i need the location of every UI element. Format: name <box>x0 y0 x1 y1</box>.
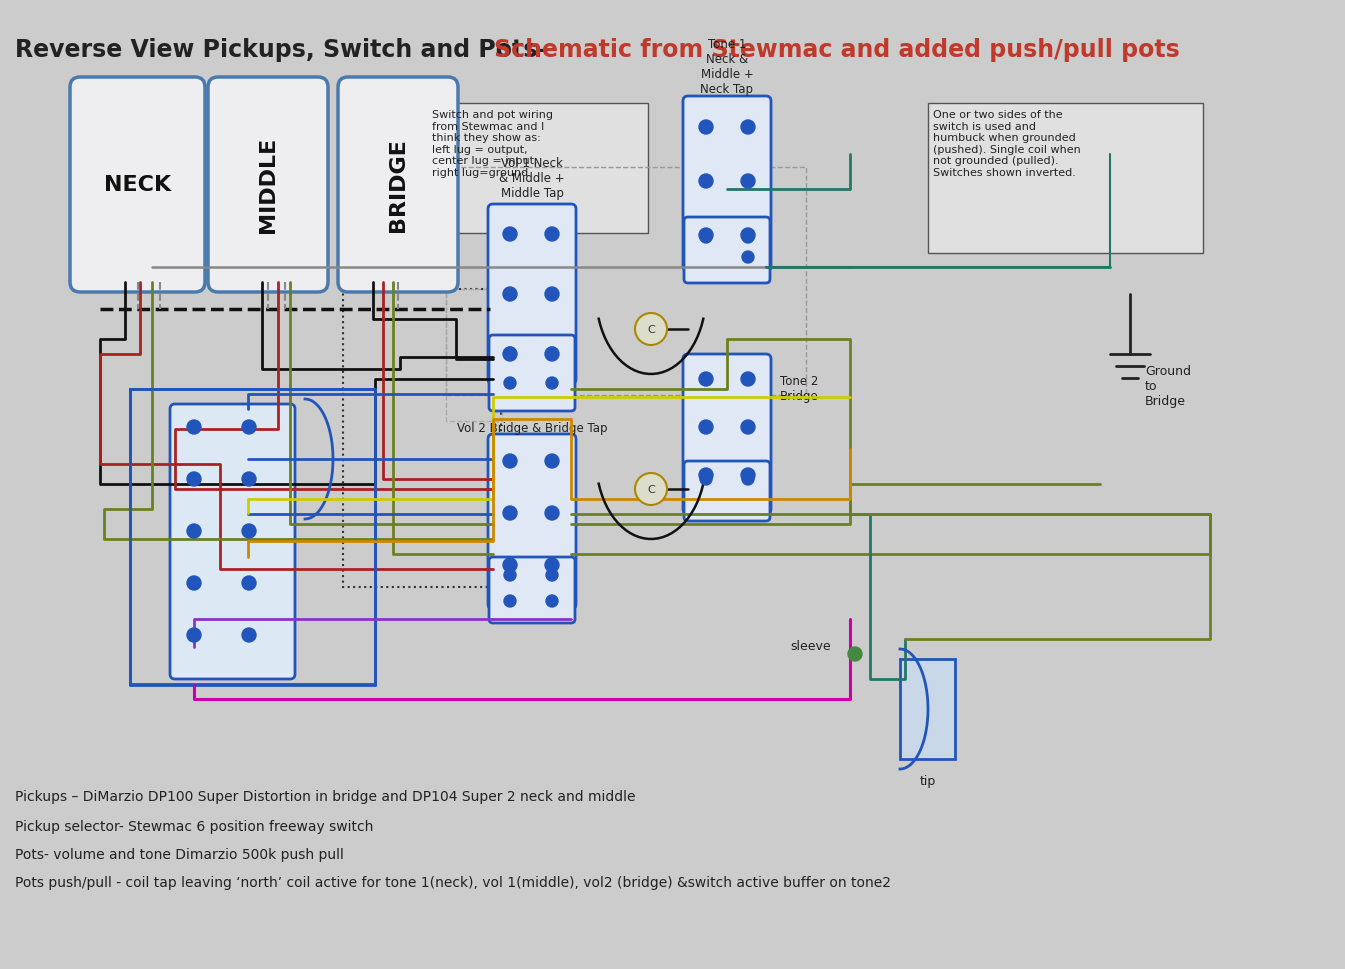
Circle shape <box>242 473 256 486</box>
Circle shape <box>504 378 516 390</box>
Circle shape <box>635 474 667 506</box>
Circle shape <box>847 647 862 661</box>
FancyBboxPatch shape <box>490 557 576 623</box>
Text: MIDDLE: MIDDLE <box>258 137 278 233</box>
Text: Tone 1
Neck &
Middle +
Neck Tap: Tone 1 Neck & Middle + Neck Tap <box>701 38 753 96</box>
Circle shape <box>545 348 560 361</box>
Text: Tone 2
Bridge: Tone 2 Bridge <box>780 375 819 402</box>
Bar <box>343 290 500 587</box>
FancyBboxPatch shape <box>490 335 576 412</box>
Circle shape <box>503 288 516 301</box>
Bar <box>426 104 648 234</box>
FancyBboxPatch shape <box>208 78 328 293</box>
Text: Reverse View Pickups, Switch and Pots-: Reverse View Pickups, Switch and Pots- <box>15 38 555 62</box>
Text: sleeve: sleeve <box>790 640 831 652</box>
FancyBboxPatch shape <box>683 97 771 271</box>
Circle shape <box>545 507 560 520</box>
Text: Switch and pot wiring
from Stewmac and I
think they show as:
left lug = output,
: Switch and pot wiring from Stewmac and I… <box>432 109 553 178</box>
Bar <box>447 290 502 422</box>
Bar <box>928 104 1202 254</box>
Circle shape <box>546 595 558 608</box>
Circle shape <box>504 595 516 608</box>
Circle shape <box>741 121 755 135</box>
Circle shape <box>242 524 256 539</box>
Circle shape <box>699 469 713 483</box>
Text: Schematic from Stewmac and added push/pull pots: Schematic from Stewmac and added push/pu… <box>494 38 1180 62</box>
Text: Ground
to
Bridge: Ground to Bridge <box>1145 364 1192 408</box>
Circle shape <box>741 373 755 387</box>
FancyBboxPatch shape <box>685 461 769 521</box>
Circle shape <box>546 348 558 359</box>
Circle shape <box>546 378 558 390</box>
Circle shape <box>699 121 713 135</box>
Text: Pickup selector- Stewmac 6 position freeway switch: Pickup selector- Stewmac 6 position free… <box>15 819 374 833</box>
Circle shape <box>242 577 256 590</box>
Bar <box>447 168 806 395</box>
Circle shape <box>699 421 713 434</box>
Circle shape <box>503 507 516 520</box>
Circle shape <box>545 288 560 301</box>
Text: BRIDGE: BRIDGE <box>387 138 408 232</box>
Text: Pots- volume and tone Dimarzio 500k push pull: Pots- volume and tone Dimarzio 500k push… <box>15 847 344 861</box>
Circle shape <box>699 232 712 244</box>
Text: Pickups – DiMarzio DP100 Super Distortion in bridge and DP104 Super 2 neck and m: Pickups – DiMarzio DP100 Super Distortio… <box>15 789 635 803</box>
Text: One or two sides of the
switch is used and
humbuck when grounded
(pushed). Singl: One or two sides of the switch is used a… <box>933 109 1081 178</box>
Text: C: C <box>647 484 655 494</box>
Circle shape <box>741 229 755 243</box>
Circle shape <box>545 454 560 469</box>
Circle shape <box>546 570 558 581</box>
Circle shape <box>187 577 200 590</box>
Circle shape <box>699 474 712 485</box>
FancyBboxPatch shape <box>685 218 769 284</box>
Circle shape <box>503 348 516 361</box>
Circle shape <box>242 421 256 434</box>
Circle shape <box>699 174 713 189</box>
Circle shape <box>741 174 755 189</box>
Circle shape <box>741 469 755 483</box>
Circle shape <box>242 628 256 642</box>
Circle shape <box>187 473 200 486</box>
Text: C: C <box>647 325 655 334</box>
Circle shape <box>504 348 516 359</box>
Text: NECK: NECK <box>105 174 172 195</box>
Circle shape <box>503 228 516 241</box>
FancyBboxPatch shape <box>169 405 295 679</box>
Circle shape <box>741 421 755 434</box>
Bar <box>900 659 955 760</box>
Text: 6
position
selector: 6 position selector <box>247 473 296 516</box>
FancyBboxPatch shape <box>70 78 204 293</box>
Circle shape <box>742 474 755 485</box>
Circle shape <box>699 229 713 243</box>
Bar <box>130 390 375 684</box>
Text: tip: tip <box>920 774 936 787</box>
Circle shape <box>699 373 713 387</box>
Circle shape <box>504 570 516 581</box>
Circle shape <box>742 252 755 264</box>
FancyBboxPatch shape <box>488 434 576 610</box>
Text: Vol 2 Bridge & Bridge Tap: Vol 2 Bridge & Bridge Tap <box>457 422 607 434</box>
Circle shape <box>187 628 200 642</box>
Circle shape <box>742 232 755 244</box>
Text: Vol 1 Neck
& Middle +
Middle Tap: Vol 1 Neck & Middle + Middle Tap <box>499 157 565 200</box>
Circle shape <box>187 524 200 539</box>
Circle shape <box>187 421 200 434</box>
Circle shape <box>545 228 560 241</box>
Circle shape <box>545 558 560 573</box>
Circle shape <box>635 314 667 346</box>
Text: Pots push/pull - coil tap leaving ‘north’ coil active for tone 1(neck), vol 1(mi: Pots push/pull - coil tap leaving ‘north… <box>15 875 890 890</box>
FancyBboxPatch shape <box>488 204 576 385</box>
FancyBboxPatch shape <box>338 78 459 293</box>
Circle shape <box>503 558 516 573</box>
Circle shape <box>503 454 516 469</box>
FancyBboxPatch shape <box>683 355 771 515</box>
